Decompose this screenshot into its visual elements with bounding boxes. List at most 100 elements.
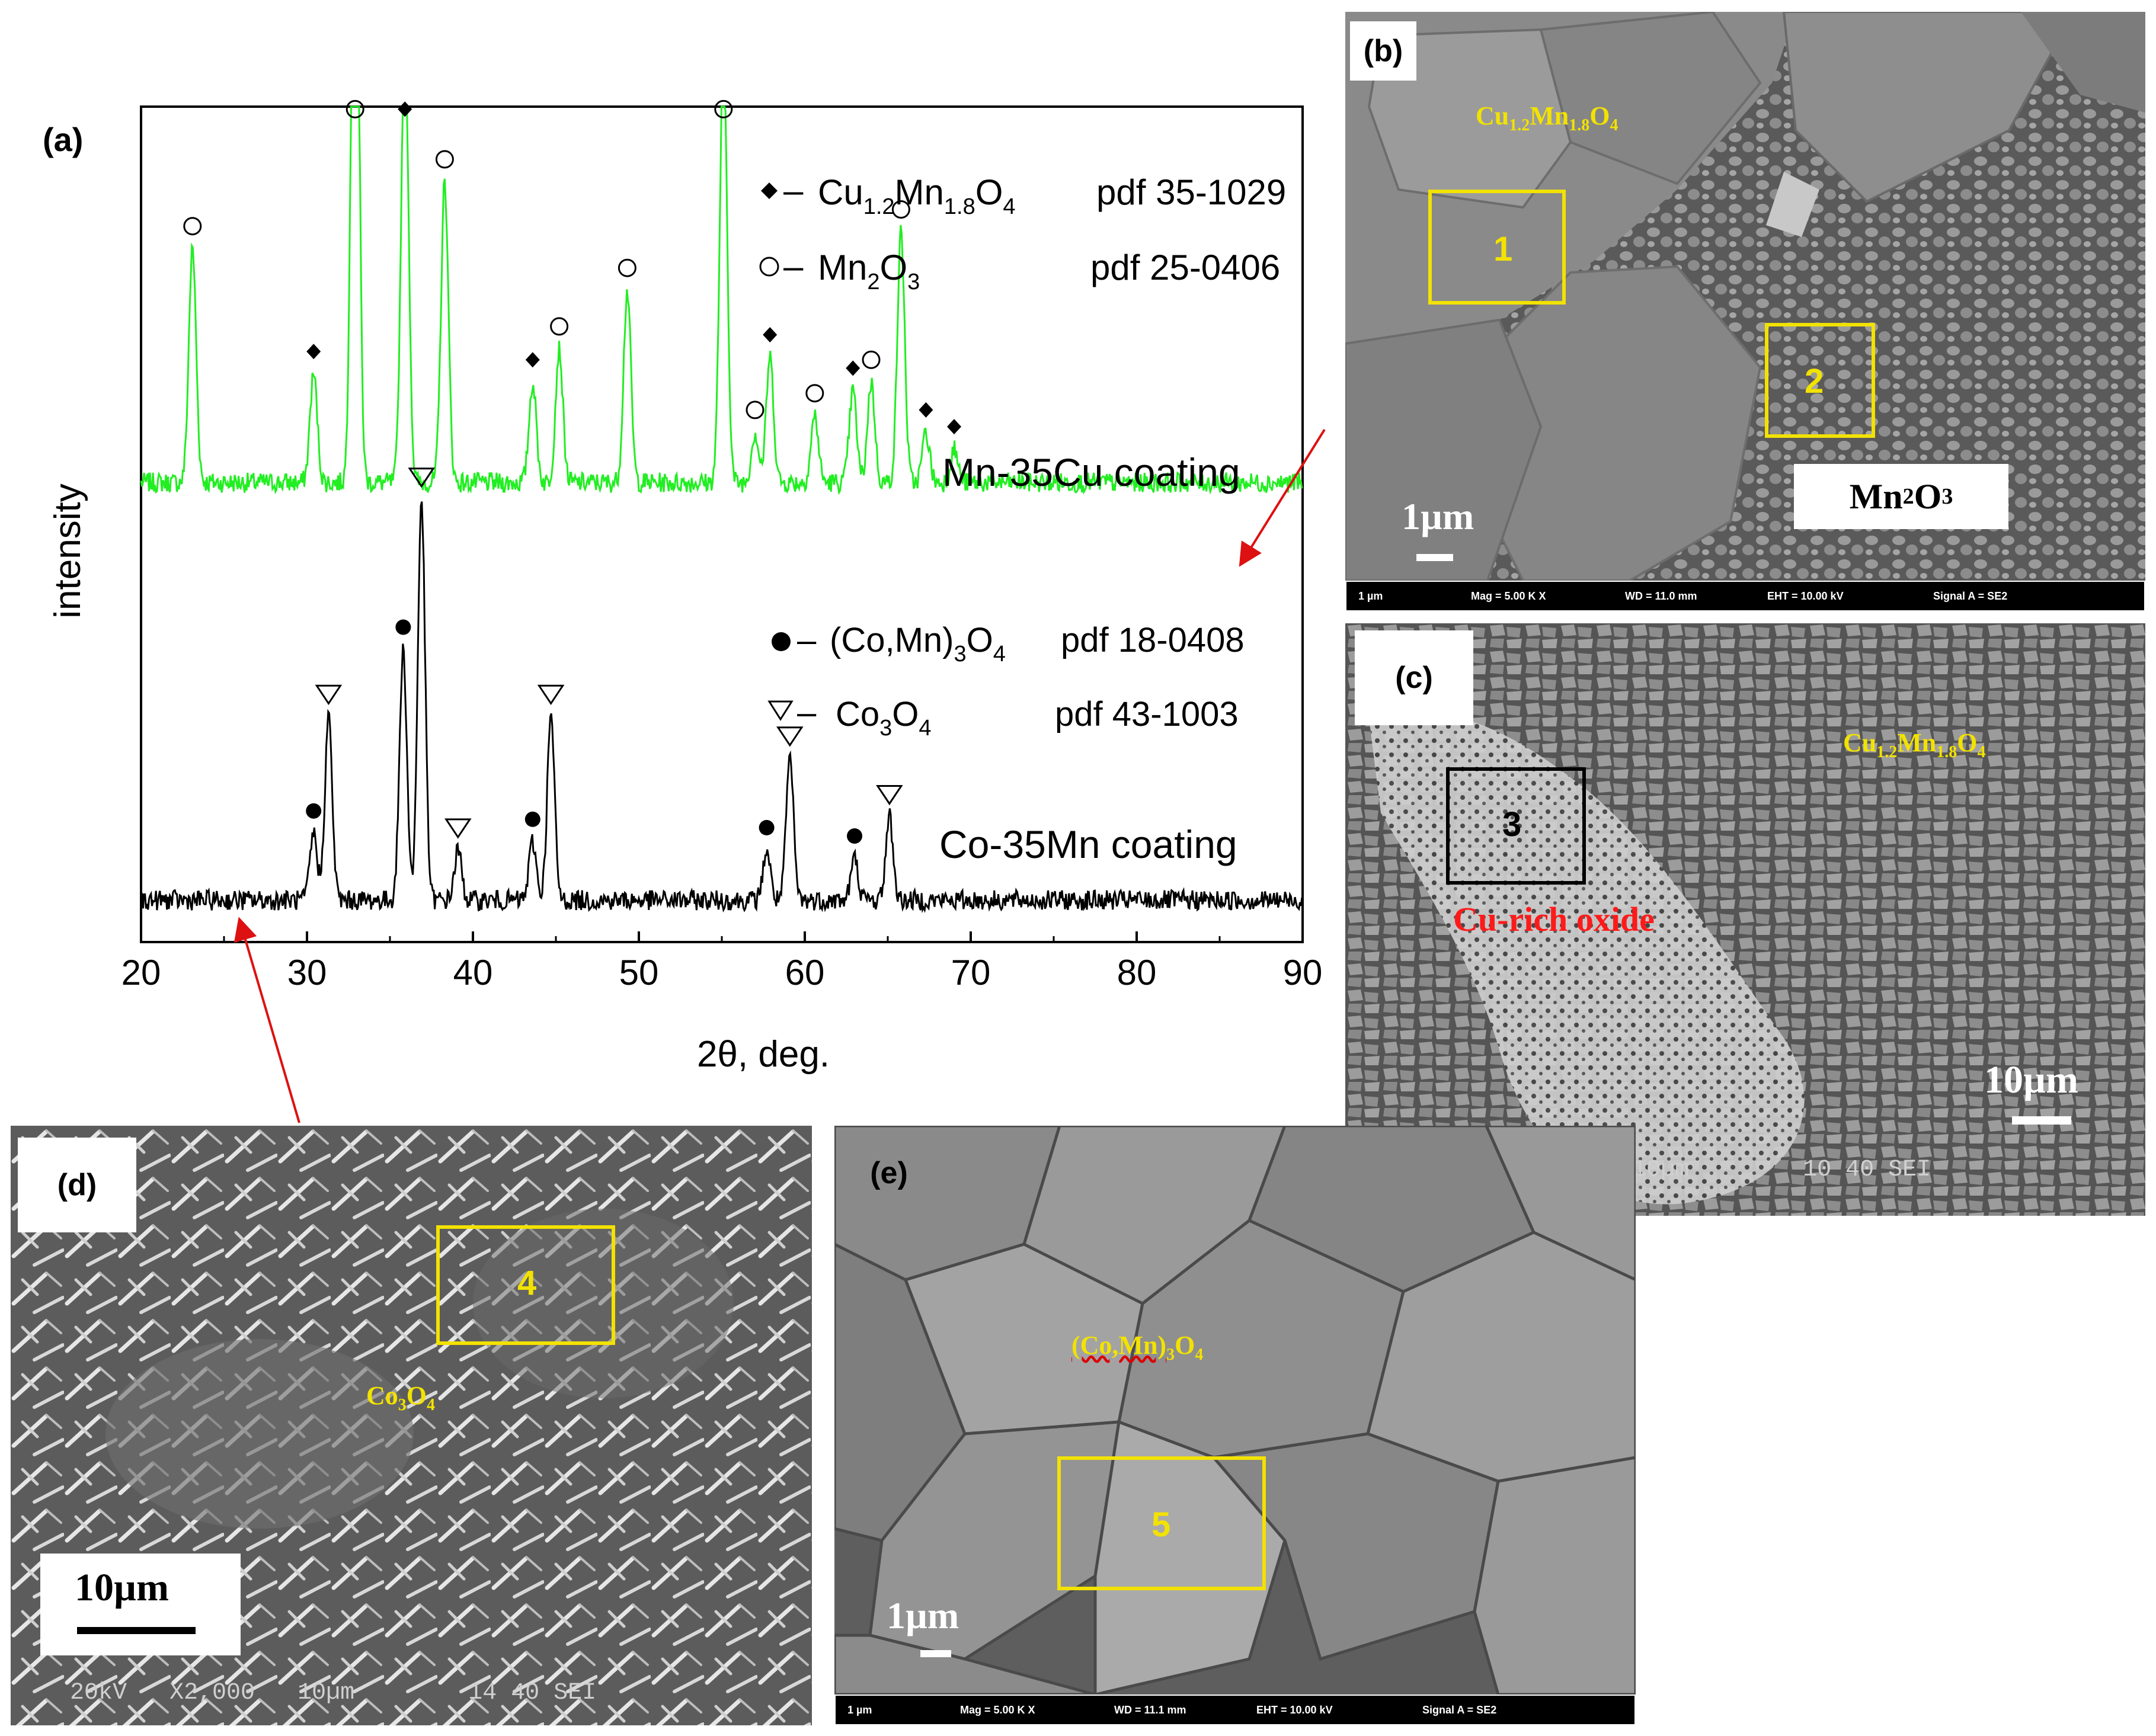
peak-marker-open-triangle xyxy=(537,684,565,706)
sem-panel-d: (d) 4 Co3O4 10µm 20kV X2,000 10µm 14 40 … xyxy=(11,1126,812,1725)
peak-marker-filled-diamond xyxy=(398,101,412,117)
peak-marker-open-circle xyxy=(550,317,569,336)
phase-label-comn3o4: (Co,Mn)3O4 xyxy=(1071,1331,1204,1364)
scale-bar-b xyxy=(1416,554,1453,561)
x-tick-label: 40 xyxy=(453,953,493,992)
peak-marker-open-circle xyxy=(805,384,824,403)
peak-marker-filled-diamond xyxy=(846,360,861,376)
series-label-co35mn: Co-35Mn coating xyxy=(939,822,1237,866)
peak-marker-filled-circle xyxy=(524,811,540,827)
legend-formula-cu12mn18o4: Cu1.2Mn1.8O4 xyxy=(818,172,1016,219)
x-tick-label: 20 xyxy=(121,953,161,992)
panel-b-label: (b) xyxy=(1350,21,1416,81)
x-tick-label: 80 xyxy=(1117,953,1157,992)
x-tick-label: 50 xyxy=(619,953,659,992)
analysis-box-2-number: 2 xyxy=(1805,362,1824,401)
panel-d-label: (d) xyxy=(18,1138,136,1232)
peak-marker-open-circle xyxy=(746,401,764,419)
panel-a-label: (a) xyxy=(43,121,83,158)
svg-text:–: – xyxy=(783,246,804,286)
scale-bar-c xyxy=(2012,1116,2071,1125)
series-line-0 xyxy=(140,105,1303,495)
marker-layer xyxy=(183,100,961,844)
peak-marker-filled-diamond xyxy=(306,344,321,360)
sem-info-bar-e: 1 µm Mag = 5.00 K X WD = 11.1 mm EHT = 1… xyxy=(834,1695,1636,1725)
svg-text:–: – xyxy=(783,171,804,210)
legend-item-co3o4: – Co3O4 pdf 43-1003 xyxy=(767,693,1239,741)
x-axis-label: 2θ, deg. xyxy=(697,1034,830,1075)
peak-marker-open-triangle xyxy=(875,785,903,806)
sem-info-bar-b: 1 µm Mag = 5.00 K X WD = 11.0 mm EHT = 1… xyxy=(1345,581,2145,611)
open-circle-icon xyxy=(759,257,779,277)
sem-panel-c: (c) Cu1.2Mn1.8O4 3 Cu-rich oxide 10µm 20… xyxy=(1345,623,2145,1216)
peak-marker-open-circle xyxy=(714,100,733,118)
legend-top: – Cu1.2Mn1.8O4 pdf 35-1029 – Mn2O3 pdf 2… xyxy=(759,171,1286,294)
analysis-box-1-number: 1 xyxy=(1493,230,1513,268)
legend-formula-mn2o3: Mn2O3 xyxy=(818,248,920,294)
scale-bar-e xyxy=(920,1650,951,1657)
x-tick-label: 30 xyxy=(287,953,327,992)
cu-rich-oxide-label: Cu-rich oxide xyxy=(1453,900,1655,939)
sem-e-texture xyxy=(834,1126,1636,1695)
legend-pdf-43-1003: pdf 43-1003 xyxy=(1055,695,1239,734)
analysis-box-2 xyxy=(1765,323,1875,438)
scale-bar-label-e: 1µm xyxy=(887,1594,959,1636)
peak-marker-open-circle xyxy=(183,217,202,236)
analysis-box-5-number: 5 xyxy=(1151,1506,1171,1544)
peak-marker-open-triangle xyxy=(776,726,804,747)
panel-c-label: (c) xyxy=(1355,630,1473,725)
scale-box-d xyxy=(40,1554,241,1655)
legend-item-comn3o4: – (Co,Mn)3O4 pdf 18-0408 xyxy=(772,621,1245,667)
sem-panel-e: (e) (Co,Mn)3O4 5 1µm 1 µm Mag = 5.00 K X… xyxy=(834,1126,1636,1725)
x-tick-label: 70 xyxy=(951,953,991,992)
y-axis-label: intensity xyxy=(47,483,88,618)
legend-item-cu12mn18o4: – Cu1.2Mn1.8O4 pdf 35-1029 xyxy=(761,171,1286,219)
sem-footer-d: 20kV X2,000 10µm 14 40 SEI xyxy=(70,1680,597,1706)
filled-circle-icon xyxy=(772,632,791,651)
x-ticks: 20 30 40 50 60 70 80 90 xyxy=(121,931,1323,992)
series-line-1 xyxy=(140,501,1303,914)
phase-label-mn2o3: Mn 2 O 3 xyxy=(1794,464,2008,529)
scale-bar-label-b: 1µm xyxy=(1402,495,1474,537)
legend-pdf-35-1029: pdf 35-1029 xyxy=(1096,172,1286,212)
scale-bar-label-c: 10µm xyxy=(1984,1058,2079,1101)
legend-pdf-18-0408: pdf 18-0408 xyxy=(1061,621,1245,659)
peak-marker-open-circle xyxy=(891,200,910,219)
peak-marker-filled-circle xyxy=(306,803,322,819)
filled-diamond-icon xyxy=(761,182,778,199)
svg-text:–: – xyxy=(797,621,817,659)
peak-marker-filled-circle xyxy=(759,819,775,835)
series-layer xyxy=(140,105,1303,914)
phase-label-co3o4: Co3O4 xyxy=(366,1381,436,1414)
legend-formula-comn3o4: (Co,Mn)3O4 xyxy=(830,621,1006,667)
analysis-box-1 xyxy=(1428,190,1566,305)
peak-marker-filled-diamond xyxy=(947,419,961,435)
svg-text:–: – xyxy=(797,693,817,732)
x-tick-label: 60 xyxy=(785,953,825,992)
analysis-box-5 xyxy=(1057,1456,1266,1590)
legend-pdf-25-0406: pdf 25-0406 xyxy=(1090,248,1280,287)
peak-marker-filled-circle xyxy=(395,619,411,635)
peak-marker-filled-circle xyxy=(847,828,862,844)
open-triangle-icon xyxy=(767,700,794,721)
legend-bottom: – (Co,Mn)3O4 pdf 18-0408 – Co3O4 pdf 43-… xyxy=(767,621,1245,741)
sem-c-texture xyxy=(1345,623,2145,1216)
x-tick-label: 90 xyxy=(1283,953,1323,992)
legend-item-mn2o3: – Mn2O3 pdf 25-0406 xyxy=(759,246,1280,294)
peak-marker-open-triangle xyxy=(444,818,472,839)
sem-b-texture xyxy=(1345,12,2145,581)
peak-marker-filled-diamond xyxy=(763,327,778,342)
peak-marker-open-circle xyxy=(862,350,881,369)
analysis-box-3 xyxy=(1446,767,1586,885)
scale-bar-label-d: 10µm xyxy=(75,1566,169,1609)
analysis-box-4 xyxy=(436,1225,615,1345)
panel-e-label: (e) xyxy=(870,1156,908,1190)
series-label-mn35cu: Mn-35Cu coating xyxy=(942,450,1240,494)
analysis-box-3-number: 3 xyxy=(1502,805,1522,844)
analysis-box-4-number: 4 xyxy=(517,1264,537,1302)
xrd-chart: (a) intensity 2θ, deg. 20 30 40 50 60 70 80 90 … xyxy=(43,100,1323,1075)
phase-label-cu12mn18o4-c: Cu1.2Mn1.8O4 xyxy=(1843,728,1986,761)
peak-marker-open-circle xyxy=(435,150,454,169)
peak-marker-filled-diamond xyxy=(525,352,540,368)
peak-marker-open-circle xyxy=(618,258,636,277)
